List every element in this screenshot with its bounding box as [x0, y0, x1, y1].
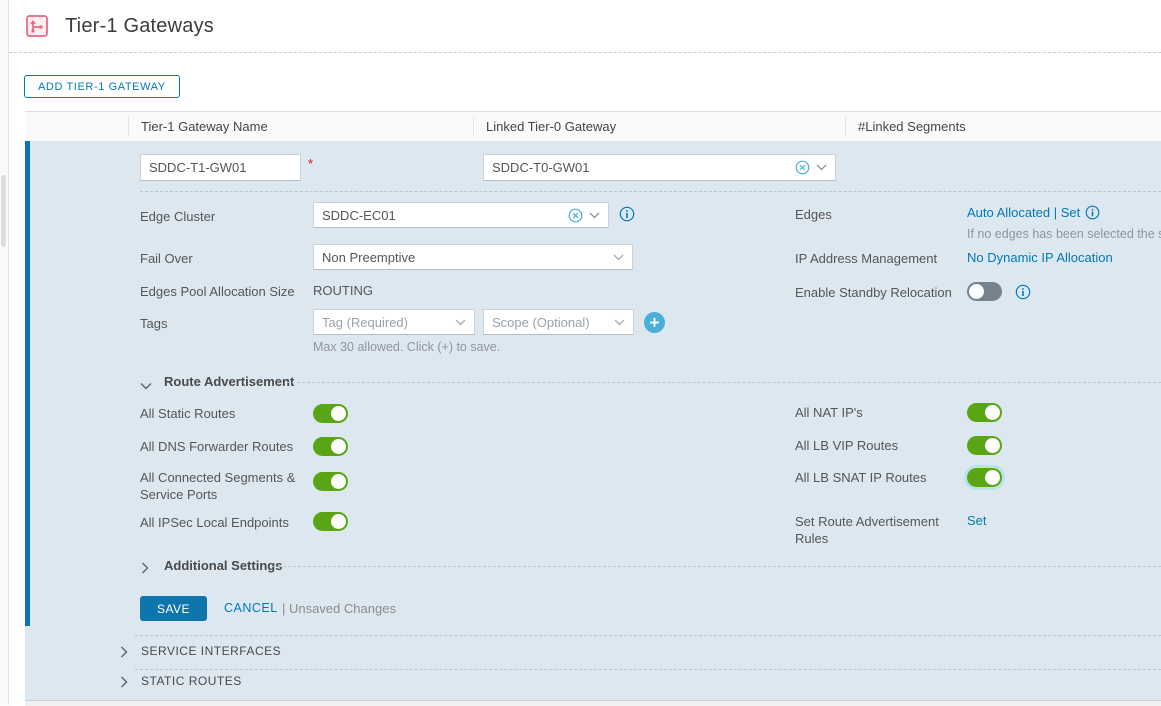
ipam-label: IP Address Management — [795, 251, 938, 266]
additional-settings-title: Additional Settings — [164, 558, 283, 573]
table-header-linked-segments: #Linked Segments — [845, 117, 1161, 137]
chevron-down-icon[interactable] — [613, 254, 624, 261]
info-icon[interactable] — [1085, 205, 1100, 223]
section-divider — [273, 566, 1161, 567]
edges-label: Edges — [795, 207, 832, 222]
scope-select[interactable]: Scope (Optional) — [483, 309, 634, 335]
table-header-gateway-name: Tier-1 Gateway Name — [128, 117, 473, 137]
additional-settings-expand-icon[interactable] — [141, 561, 149, 579]
gateway-name-value: SDDC-T1-GW01 — [149, 160, 247, 175]
edges-set-link[interactable]: Set — [1060, 205, 1081, 220]
pool-allocation-value: ROUTING — [313, 283, 373, 298]
toggle-label: All DNS Forwarder Routes — [140, 439, 294, 454]
tier1-gateway-icon — [25, 14, 49, 38]
pool-allocation-label: Edges Pool Allocation Size — [140, 284, 295, 299]
standby-relocation-label: Enable Standby Relocation — [795, 285, 952, 300]
save-button[interactable]: SAVE — [140, 596, 207, 621]
edge-cluster-value: SDDC-EC01 — [322, 207, 396, 223]
gateway-edit-row: SDDC-T1-GW01 * SDDC-T0-GW01 Edge Cluster… — [25, 141, 1161, 700]
toggle-label: All NAT IP's — [795, 405, 863, 420]
section-static-routes[interactable]: STATIC ROUTES — [141, 674, 242, 688]
row-divider — [140, 191, 1161, 192]
all-nat-ips-toggle[interactable] — [967, 403, 1002, 422]
toggle-label: All IPSec Local Endpoints — [140, 515, 289, 530]
toggle-label: All Static Routes — [140, 406, 236, 421]
add-tier1-gateway-button[interactable]: ADD TIER-1 GATEWAY — [24, 75, 180, 98]
edge-cluster-select[interactable]: SDDC-EC01 — [313, 202, 609, 228]
ipam-link[interactable]: No Dynamic IP Allocation — [967, 250, 1113, 265]
table-header-linked-tier0: Linked Tier-0 Gateway — [473, 117, 845, 137]
clear-selection-icon[interactable] — [568, 208, 583, 223]
edge-cluster-label: Edge Cluster — [140, 209, 216, 224]
required-asterisk: * — [308, 156, 314, 171]
set-rules-link[interactable]: Set — [967, 513, 987, 528]
all-lb-vip-routes-toggle[interactable] — [967, 436, 1002, 455]
add-tag-button[interactable] — [644, 312, 665, 333]
section-divider — [135, 635, 1161, 636]
section-divider — [287, 382, 1161, 383]
page-title: Tier-1 Gateways — [65, 14, 214, 37]
chevron-down-icon[interactable] — [816, 164, 827, 171]
left-scrollbar[interactable] — [0, 0, 9, 705]
clear-selection-icon[interactable] — [795, 160, 810, 175]
edges-links: Auto Allocated | Set — [967, 205, 1100, 223]
unsaved-changes-status: | Unsaved Changes — [282, 601, 396, 616]
tag-placeholder: Tag (Required) — [322, 314, 408, 330]
tags-label: Tags — [140, 316, 168, 331]
fail-over-label: Fail Over — [140, 251, 193, 266]
toggle-label: All Connected Segments & Service Ports — [140, 470, 296, 502]
info-icon[interactable] — [1015, 284, 1031, 300]
info-icon[interactable] — [619, 206, 635, 222]
route-adv-collapse-icon[interactable] — [140, 377, 152, 395]
edges-link-divider: | — [1053, 205, 1058, 220]
fail-over-select[interactable]: Non Preemptive — [313, 244, 633, 270]
all-dns-forwarder-routes-toggle[interactable] — [313, 437, 348, 456]
service-interfaces-expand-icon[interactable] — [120, 645, 128, 663]
linked-tier0-value: SDDC-T0-GW01 — [492, 160, 590, 175]
section-divider — [135, 669, 1161, 670]
chevron-down-icon[interactable] — [614, 319, 625, 326]
static-routes-expand-icon[interactable] — [120, 675, 128, 693]
section-service-interfaces[interactable]: SERVICE INTERFACES — [141, 644, 282, 658]
tags-help-text: Max 30 allowed. Click (+) to save. — [313, 340, 501, 354]
linked-tier0-select[interactable]: SDDC-T0-GW01 — [483, 154, 836, 181]
all-ipsec-local-endpoints-toggle[interactable] — [313, 512, 348, 531]
panel-bottom-edge — [25, 700, 1161, 706]
tag-select[interactable]: Tag (Required) — [313, 309, 475, 335]
chevron-down-icon[interactable] — [589, 212, 600, 219]
chevron-down-icon[interactable] — [455, 319, 466, 326]
table-header-row: Tier-1 Gateway Name Linked Tier-0 Gatewa… — [25, 111, 1161, 143]
toggle-label: All LB VIP Routes — [795, 438, 899, 453]
cancel-button[interactable]: CANCEL — [224, 601, 278, 615]
page-header: Tier-1 Gateways — [9, 0, 1161, 53]
scrollbar-thumb[interactable] — [1, 175, 6, 247]
route-adv-title: Route Advertisement — [164, 374, 295, 389]
gateway-name-input[interactable]: SDDC-T1-GW01 — [140, 154, 301, 181]
toggle-label: All LB SNAT IP Routes — [795, 470, 927, 485]
all-connected-segments-toggle[interactable] — [313, 472, 348, 491]
auto-allocated-link[interactable]: Auto Allocated — [967, 205, 1051, 220]
all-lb-snat-ip-routes-toggle[interactable] — [967, 468, 1002, 487]
set-rules-label: Set Route Advertisement Rules — [795, 514, 939, 546]
scope-placeholder: Scope (Optional) — [492, 314, 590, 330]
all-static-routes-toggle[interactable] — [313, 404, 348, 423]
standby-relocation-toggle[interactable] — [967, 282, 1002, 301]
edges-help-text: If no edges has been selected the syst — [967, 227, 1161, 241]
edit-row-accent-bar — [25, 141, 30, 626]
fail-over-value: Non Preemptive — [322, 249, 416, 265]
table-header-spacer — [25, 117, 128, 137]
